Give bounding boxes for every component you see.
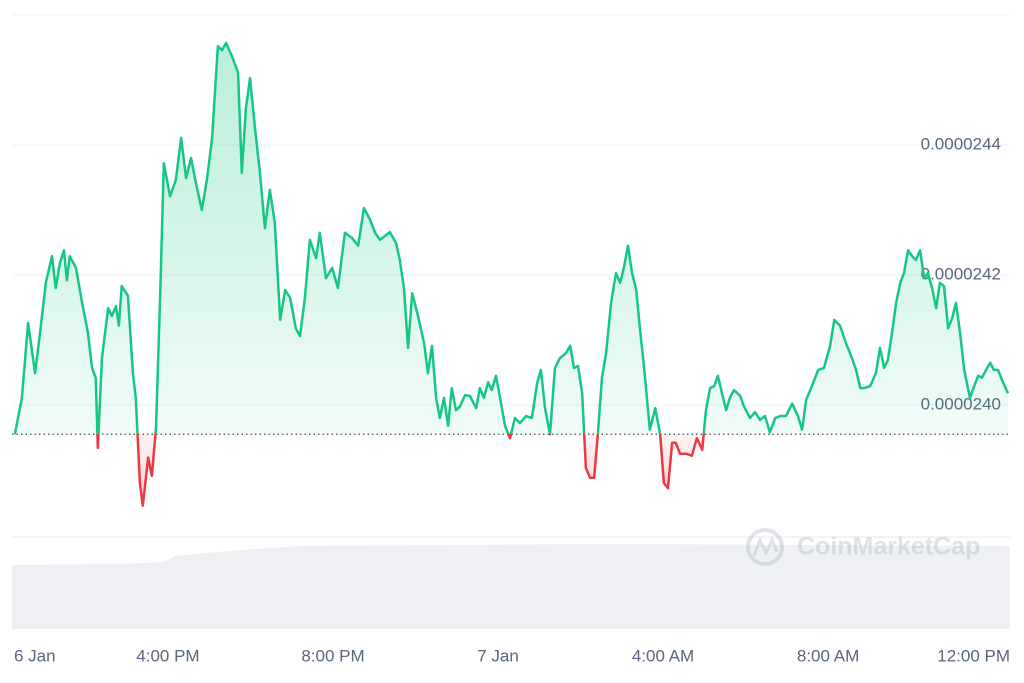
watermark-logo [746, 528, 784, 566]
x-tick-label: 6 Jan [14, 646, 56, 665]
area-fill [14, 42, 1008, 506]
x-tick-label: 12:00 PM [937, 646, 1010, 665]
x-tick-label: 8:00 PM [301, 646, 364, 665]
watermark: CoinMarketCap [746, 528, 980, 566]
x-tick-label: 4:00 AM [632, 646, 694, 665]
y-tick-label: 0.0000242 [921, 264, 1001, 283]
x-tick-label: 7 Jan [477, 646, 519, 665]
x-tick-label: 8:00 AM [797, 646, 859, 665]
x-tick-label: 4:00 PM [136, 646, 199, 665]
price-line [13, 41, 1010, 507]
watermark-logo-mark [752, 536, 779, 557]
volume-band [12, 544, 1010, 628]
y-tick-label: 0.0000244 [921, 134, 1001, 153]
watermark-text: CoinMarketCap [797, 533, 980, 561]
